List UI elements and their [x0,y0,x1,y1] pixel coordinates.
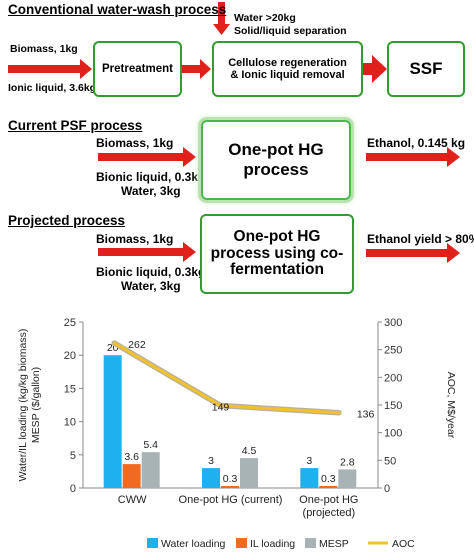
bar-data-label: 2.8 [340,456,355,468]
arrow-pretreat-to-cellulose [182,59,211,79]
arrow-output-projected [366,243,460,263]
input-bionic-projected: Bionic liquid, 0.3kg [96,265,206,279]
bar-water-loading [202,468,220,488]
cellulose-regeneration-box: Cellulose regeneration & Ionic liquid re… [212,41,363,97]
input-biomass-projected: Biomass, 1kg [96,232,174,246]
aoc-data-label: 136 [357,409,375,421]
y-tick-label: 5 [70,450,76,462]
y-axis-title-2: MESP ($/gallon) [30,367,42,443]
legend-swatch [236,538,247,548]
y2-tick-label: 150 [384,400,402,412]
bar-mesp [240,458,258,488]
legend-label: IL loading [250,538,295,550]
arrow-output-current [366,147,460,167]
current-box-label-2: process [243,160,309,179]
aoc-data-label: 262 [128,339,146,351]
bar-mesp [338,469,357,488]
one-pot-hg-box-current: One-pot HG process [201,120,351,200]
bar-data-label: 3 [306,455,312,467]
y2-tick-label: 100 [384,428,402,440]
legend-swatch [147,538,158,548]
input-biomass-conv: Biomass, 1kg [10,43,78,55]
bar-data-label: 0.3 [223,473,238,485]
arrow-inputs-current [98,147,196,167]
section-title-current: Current PSF process [8,118,143,133]
bar-data-label: 3 [208,455,214,467]
y2-tick-label: 50 [384,455,396,467]
water-note-2: Solid/liquid separation [234,25,347,37]
x-tick-label: (projected) [303,507,356,519]
arrow-cellulose-to-ssf [363,55,387,83]
bar-data-label: 3.6 [124,451,139,463]
x-tick-label: One-pot HG [299,494,358,506]
input-water-current: Water, 3kg [121,184,181,198]
y2-tick-label: 200 [384,372,402,384]
arrow-water-down [213,2,230,35]
projected-box-label-3: fermentation [230,261,324,279]
y2-tick-label: 250 [384,345,402,357]
bar-il-loading [319,486,338,488]
x-tick-label: One-pot HG (current) [179,494,283,506]
ssf-box: SSF [387,41,465,97]
aoc-line [112,341,341,415]
water-note-1: Water >20kg [234,12,296,24]
cellulose-label-2: & Ionic liquid removal [230,69,345,81]
y2-tick-label: 300 [384,317,402,329]
input-bionic-current: Bionic liquid, 0.3kg [96,170,206,184]
input-water-projected: Water, 3kg [121,279,181,293]
bar-il-loading [122,464,141,488]
bar-mesp [141,452,160,488]
section-title-conventional: Conventional water-wash process [8,2,227,17]
ssf-label: SSF [409,59,443,78]
output-ethanol-projected: Ethanol yield > 80% [367,232,474,246]
y-tick-label: 0 [70,483,76,495]
arrow-biomass-conv [8,59,92,79]
cellulose-label-1: Cellulose regeneration [228,57,347,69]
projected-box-label-2: process using co- [210,244,344,262]
one-pot-hg-box-projected: One-pot HG process using co- fermentatio… [200,214,354,294]
y2-tick-label: 0 [384,483,390,495]
y-tick-label: 20 [64,350,76,362]
legend-label: MESP [319,538,349,550]
projected-box-label-1: One-pot HG [233,227,321,245]
aoc-data-label: 149 [212,402,230,414]
bar-water-loading [103,355,122,488]
input-ionic-liquid: Ionic liquid, 3.6kg [8,82,97,94]
bar-data-label: 20 [107,342,119,354]
current-box-label-1: One-pot HG [228,140,324,159]
bar-water-loading [300,468,319,488]
arrow-inputs-projected [98,242,196,262]
bar-il-loading [221,486,239,488]
y-tick-label: 10 [64,417,76,429]
y-axis-title-1: Water/IL loading (kg/kg biomass) [17,329,29,482]
output-ethanol-current: Ethanol, 0.145 kg [367,136,466,150]
pretreatment-box: Pretreatment [93,41,182,97]
bar-data-label: 5.4 [143,439,158,451]
x-tick-label: CWW [118,494,147,506]
flow-arrows [8,2,460,263]
bar-data-label: 0.3 [321,473,336,485]
bar-data-label: 4.5 [242,445,257,457]
y-tick-label: 15 [64,383,76,395]
y-tick-label: 25 [64,317,76,329]
legend-swatch [305,538,316,548]
legend-label: Water loading [161,538,226,550]
legend-label: AOC [392,538,415,550]
y2-axis-title: AOC, M$/year [445,372,457,439]
section-title-projected: Projected process [8,213,126,228]
pretreatment-label: Pretreatment [102,63,173,75]
input-biomass-current: Biomass, 1kg [96,136,174,150]
